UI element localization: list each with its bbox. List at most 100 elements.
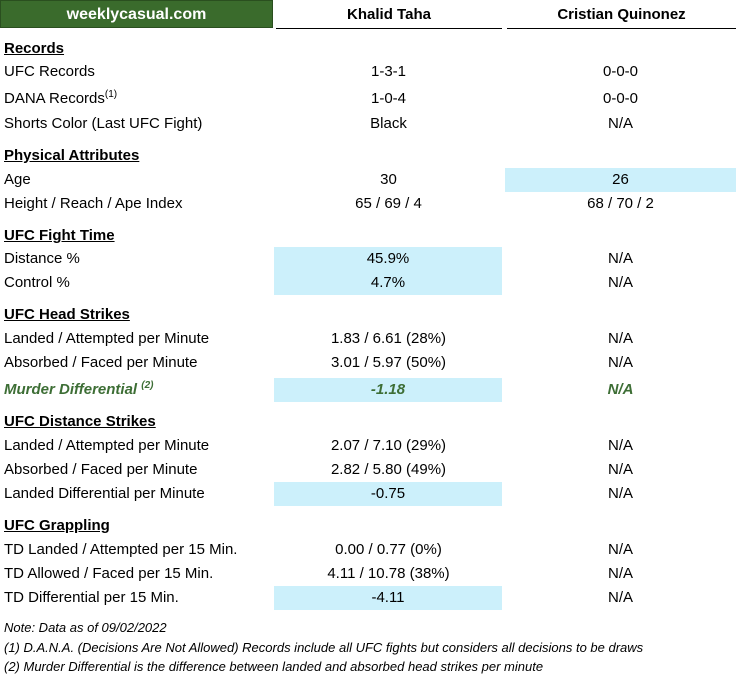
fighter-1-value: -0.75 (274, 482, 502, 506)
fighter-2-name: Cristian Quinonez (557, 6, 686, 23)
label-text: UFC Grappling (4, 517, 110, 534)
stat-label: Landed / Attempted per Minute (4, 434, 209, 458)
stat-row: TD Differential per 15 Min. -4.11 N/A (0, 586, 737, 610)
fighter-1-value: 2.82 / 5.80 (49%) (330, 461, 447, 478)
label-text: Age (4, 171, 31, 188)
stat-label: Height / Reach / Ape Index (4, 192, 182, 216)
fighter-1-value: 4.11 / 10.78 (38%) (327, 565, 450, 582)
section-title: Records (4, 37, 64, 61)
stat-row: Age 30 26 (0, 168, 737, 192)
label-text: UFC Fight Time (4, 227, 115, 244)
fighter-2-underline (507, 28, 736, 29)
fighter-1-underline (276, 28, 502, 29)
label-text: Landed / Attempted per Minute (4, 330, 210, 347)
stat-row: Landed / Attempted per Minute 1.83 / 6.61… (0, 327, 737, 351)
stat-label: TD Allowed / Faced per 15 Min. (4, 562, 213, 586)
stat-row: Absorbed / Faced per Minute 2.82 / 5.80 (… (0, 458, 737, 482)
stat-label: Distance % (4, 247, 80, 271)
stat-row: Control % 4.7% N/A (0, 271, 737, 295)
stat-row: TD Allowed / Faced per 15 Min. 4.11 / 10.… (0, 562, 737, 586)
label-text: UFC Head Strikes (4, 306, 130, 323)
label-text: Height / Reach / Ape Index (4, 195, 183, 212)
stat-row: Height / Reach / Ape Index 65 / 69 / 4 68 … (0, 192, 737, 216)
stat-label: DANA Records(1) (4, 87, 117, 111)
fighter-2-value: N/A (607, 274, 633, 291)
stat-row: UFC Records 1-3-1 0-0-0 (0, 60, 737, 84)
stat-label: TD Landed / Attempted per 15 Min. (4, 538, 237, 562)
stat-row: Shorts Color (Last UFC Fight) Black N/A (0, 112, 737, 136)
stat-label: Absorbed / Faced per Minute (4, 351, 197, 375)
fighter-1-value: 30 (380, 171, 397, 188)
section-heading: UFC Fight Time (0, 224, 737, 248)
fighter-1-value: 2.07 / 7.10 (29%) (330, 437, 447, 454)
fighter-1-value: 1-0-4 (370, 90, 407, 107)
fighter-1-value: 0.00 / 0.77 (0%) (335, 541, 442, 558)
fighter-1-value: 1-3-1 (370, 63, 407, 80)
label-text: TD Landed / Attempted per 15 Min. (4, 541, 238, 558)
label-text: Landed Differential per Minute (4, 485, 205, 502)
fighter-2-value: N/A (607, 461, 633, 478)
section-title: Physical Attributes (4, 144, 139, 168)
fighter-2-value: 0-0-0 (602, 90, 639, 107)
stat-label: Landed / Attempted per Minute (4, 327, 209, 351)
label-text: Absorbed / Faced per Minute (4, 461, 198, 478)
footnote-marker: (1) (104, 89, 118, 100)
stat-row: Landed / Attempted per Minute 2.07 / 7.10… (0, 434, 737, 458)
stat-label: Control % (4, 271, 70, 295)
stat-row: TD Landed / Attempted per 15 Min. 0.00 / … (0, 538, 737, 562)
stat-label: Absorbed / Faced per Minute (4, 458, 197, 482)
section-title: UFC Distance Strikes (4, 410, 156, 434)
stat-row: Landed Differential per Minute -0.75 N/A (0, 482, 737, 506)
fighter-2-value: N/A (607, 485, 633, 502)
fighter-2-value: N/A (607, 330, 633, 347)
label-text: Shorts Color (Last UFC Fight) (4, 115, 203, 132)
fighter-2-value: N/A (607, 541, 633, 558)
fighter-1-value: 4.7% (274, 271, 502, 295)
fighter-2-value: 68 / 70 / 2 (587, 195, 654, 212)
label-text: Physical Attributes (4, 147, 140, 164)
fighter-1-value: 65 / 69 / 4 (355, 195, 422, 212)
fighter-1-value: 45.9% (274, 247, 502, 271)
label-text: Distance % (4, 250, 80, 267)
footnote-marker: (2) (141, 380, 154, 391)
section-heading: UFC Grappling (0, 514, 737, 538)
section-heading: UFC Head Strikes (0, 303, 737, 327)
fighter-2-value: N/A (607, 589, 633, 606)
fighter-1-value: 3.01 / 5.97 (50%) (330, 354, 447, 371)
fighter-2-value: N/A (607, 437, 633, 454)
stat-row: Murder Differential (2) -1.18 N/A (0, 378, 737, 402)
fighter-2-value: N/A (607, 381, 634, 398)
stat-label: Landed Differential per Minute (4, 482, 205, 506)
stat-label: TD Differential per 15 Min. (4, 586, 179, 610)
label-text: TD Differential per 15 Min. (4, 589, 179, 606)
fighter-2-value: 26 (505, 168, 736, 192)
label-text: Murder Differential (4, 381, 138, 398)
label-text: DANA Records (4, 90, 105, 107)
fighter-1-value: 1.83 / 6.61 (28%) (330, 330, 447, 347)
label-text: Absorbed / Faced per Minute (4, 354, 198, 371)
fighter-2-value: 0-0-0 (602, 63, 639, 80)
stat-label: Murder Differential (2) (4, 378, 154, 402)
fighter-2-value: N/A (607, 354, 633, 371)
stat-label: Shorts Color (Last UFC Fight) (4, 112, 202, 136)
label-text: Records (4, 40, 65, 57)
fighter-2-value: N/A (607, 250, 633, 267)
fighter-1-value: -4.11 (274, 586, 502, 610)
label-text: Control % (4, 274, 70, 291)
stat-label: UFC Records (4, 60, 95, 84)
fighter-2-value: N/A (607, 565, 633, 582)
label-text: UFC Records (4, 63, 95, 80)
site-brand: weeklycasual.com (0, 0, 273, 28)
fighter-1-value: Black (370, 115, 407, 132)
section-title: UFC Head Strikes (4, 303, 130, 327)
section-heading: Physical Attributes (0, 144, 737, 168)
section-title: UFC Fight Time (4, 224, 115, 248)
label-text: UFC Distance Strikes (4, 413, 156, 430)
stat-row: Absorbed / Faced per Minute 3.01 / 5.97 (… (0, 351, 737, 375)
label-text: Landed / Attempted per Minute (4, 437, 210, 454)
stat-row: Distance % 45.9% N/A (0, 247, 737, 271)
note-murder: (2) Murder Differential is the differenc… (4, 659, 544, 674)
stat-row: DANA Records(1) 1-0-4 0-0-0 (0, 87, 737, 111)
fighter-2-value: N/A (607, 115, 633, 132)
fighter-1-value: -1.18 (274, 378, 502, 402)
